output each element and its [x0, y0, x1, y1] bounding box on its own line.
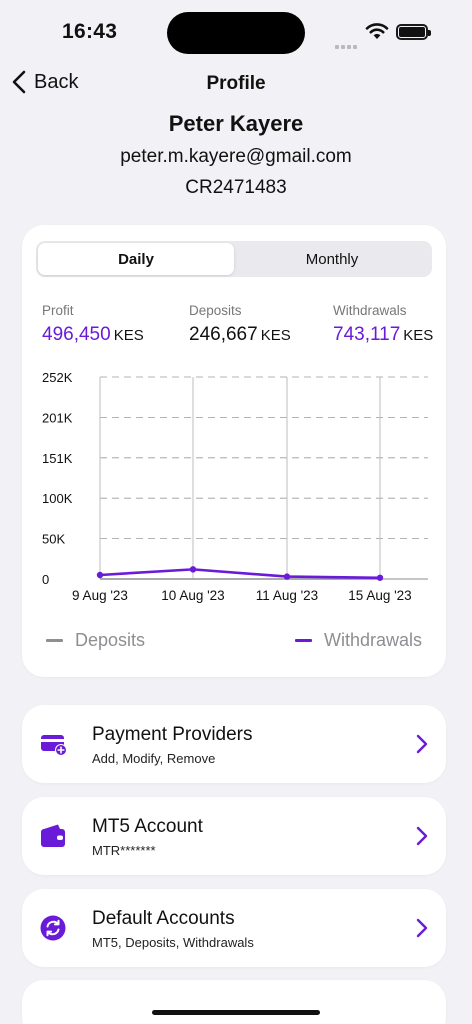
legend-deposits[interactable]: Deposits: [46, 630, 145, 651]
withdrawals-value: 743,117: [333, 324, 401, 345]
menu-item-mt5-account[interactable]: MT5 Account MTR*******: [22, 797, 446, 875]
period-segmented-control: Daily Monthly: [36, 241, 432, 277]
deposits-value: 246,667: [189, 324, 258, 345]
profit-label: Profit: [42, 303, 74, 318]
y-tick-label: 201K: [42, 410, 73, 425]
payment-providers-title: Payment Providers: [92, 724, 253, 745]
cellular-signal-icon: [335, 36, 359, 54]
battery-icon: [396, 24, 431, 40]
deposits-metric: Deposits 246,667 KES: [189, 303, 291, 346]
data-point: [283, 573, 291, 580]
x-tick-label: 10 Aug '23: [161, 588, 224, 603]
home-indicator: [152, 1010, 320, 1015]
chevron-right-icon: [416, 918, 428, 938]
menu-item-payment-providers[interactable]: Payment Providers Add, Modify, Remove: [22, 705, 446, 783]
wallet-icon: [41, 824, 65, 847]
wifi-icon: [365, 23, 389, 39]
chart-legend: Deposits Withdrawals: [46, 630, 422, 651]
tab-daily[interactable]: Daily: [38, 243, 234, 275]
y-tick-label: 151K: [42, 451, 73, 466]
withdrawals-unit: KES: [403, 327, 434, 344]
legend-withdrawals-label: Withdrawals: [323, 630, 422, 650]
data-point: [189, 566, 197, 573]
legend-withdrawals-swatch: [294, 639, 312, 642]
x-tick-label: 9 Aug '23: [72, 588, 128, 603]
chevron-right-icon: [416, 734, 428, 754]
mt5-account-subtitle: MTR*******: [92, 843, 156, 858]
legend-deposits-label: Deposits: [75, 630, 146, 650]
legend-withdrawals[interactable]: Withdrawals: [294, 630, 422, 651]
menu-item-default-accounts[interactable]: Default Accounts MT5, Deposits, Withdraw…: [22, 889, 446, 967]
profile-name: Peter Kayere: [168, 111, 304, 136]
data-point: [376, 574, 384, 581]
profit-unit: KES: [113, 327, 144, 344]
legend-deposits-swatch: [46, 639, 63, 642]
x-tick-label: 15 Aug '23: [348, 588, 411, 603]
tab-monthly[interactable]: Monthly: [305, 250, 359, 268]
chevron-left-icon: [12, 70, 26, 94]
dynamic-island: [167, 12, 305, 54]
default-accounts-title: Default Accounts: [92, 908, 235, 929]
stats-card: Daily Monthly Profit 496,450 KES Deposits…: [22, 225, 446, 677]
status-time: 16:43: [62, 20, 118, 43]
card-add-icon: [41, 735, 67, 756]
profile-header: Peter Kayere peter.m.kayere@gmail.com CR…: [0, 110, 472, 200]
withdrawals-metric: Withdrawals 743,117 KES: [333, 303, 433, 346]
menu-item-partial[interactable]: [22, 980, 446, 1024]
profile-email: peter.m.kayere@gmail.com: [120, 146, 352, 167]
deposits-unit: KES: [260, 327, 291, 344]
profit-value: 496,450: [42, 324, 111, 345]
deposits-label: Deposits: [189, 303, 242, 318]
chevron-right-icon: [416, 826, 428, 846]
profile-account-id: CR2471483: [185, 177, 287, 198]
default-accounts-subtitle: MT5, Deposits, Withdrawals: [92, 935, 254, 950]
series-line-withdrawals: [99, 568, 381, 580]
y-tick-label: 100K: [42, 491, 73, 506]
page-title: Profile: [206, 73, 266, 94]
y-tick-label: 50K: [42, 532, 65, 547]
back-label: Back: [34, 70, 79, 93]
status-bar: 16:43: [0, 0, 472, 60]
y-tick-label: 252K: [42, 370, 73, 385]
y-tick-label: 0: [42, 572, 49, 587]
withdrawals-label: Withdrawals: [333, 303, 407, 318]
mt5-account-title: MT5 Account: [92, 816, 203, 837]
profit-metric: Profit 496,450 KES: [42, 303, 144, 346]
payment-providers-subtitle: Add, Modify, Remove: [92, 751, 216, 766]
back-button[interactable]: Back: [12, 70, 78, 94]
data-point: [96, 571, 104, 579]
navigation-bar: Back Profile: [0, 64, 472, 104]
x-tick-label: 11 Aug '23: [256, 588, 318, 603]
stats-line-chart: 0 50K 100K 151K 201K 252K 9 Aug '23 10 Aug '23 1…: [42, 370, 428, 603]
sync-icon: [40, 915, 66, 941]
